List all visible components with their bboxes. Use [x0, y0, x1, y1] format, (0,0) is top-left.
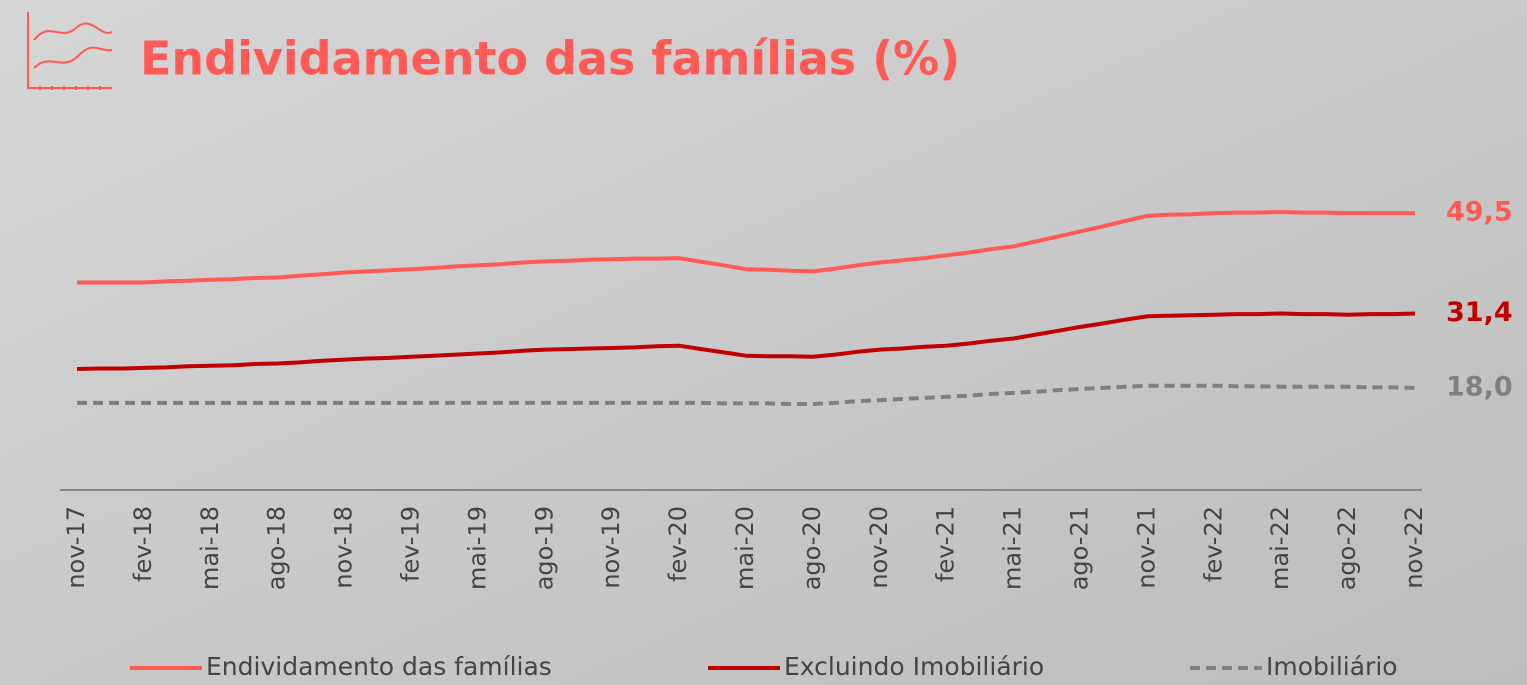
- x-tick-label: nov-20: [865, 506, 893, 589]
- legend-label: Imobiliário: [1266, 652, 1398, 681]
- value-label: 18,0: [1446, 371, 1513, 402]
- x-tick-label: fev-22: [1199, 506, 1227, 582]
- x-tick-label: ago-18: [263, 506, 291, 590]
- value-label: 49,5: [1446, 197, 1513, 228]
- x-tick-label: mai-22: [1266, 506, 1294, 590]
- x-tick-label: ago-20: [798, 506, 826, 590]
- x-tick-label: nov-22: [1400, 506, 1428, 589]
- page: Endividamento das famílias (%) nov-17 fev…: [0, 0, 1527, 685]
- x-tick-label: nov-21: [1132, 506, 1160, 589]
- legend-label: Endividamento das famílias: [206, 652, 552, 681]
- x-tick-label: fev-18: [129, 506, 157, 582]
- x-tick-label: nov-19: [597, 506, 625, 589]
- background: [0, 0, 1527, 685]
- x-tick-label: fev-19: [397, 506, 425, 582]
- x-tick-label: fev-21: [932, 506, 960, 582]
- x-tick-label: nov-17: [62, 506, 90, 589]
- chart-title: Endividamento das famílias (%): [140, 32, 960, 86]
- value-label: 31,4: [1446, 297, 1513, 328]
- x-tick-label: fev-20: [664, 506, 692, 582]
- x-tick-label: mai-18: [196, 506, 224, 590]
- x-tick-label: ago-21: [1066, 506, 1094, 590]
- x-tick-label: mai-19: [463, 506, 491, 590]
- x-tick-label: mai-21: [999, 506, 1027, 590]
- legend-label: Excluindo Imobiliário: [784, 652, 1044, 681]
- chart: Endividamento das famílias (%) nov-17 fev…: [0, 0, 1527, 685]
- x-tick-label: ago-22: [1333, 506, 1361, 590]
- x-tick-label: ago-19: [530, 506, 558, 590]
- x-tick-label: mai-20: [731, 506, 759, 590]
- x-tick-label: nov-18: [330, 506, 358, 589]
